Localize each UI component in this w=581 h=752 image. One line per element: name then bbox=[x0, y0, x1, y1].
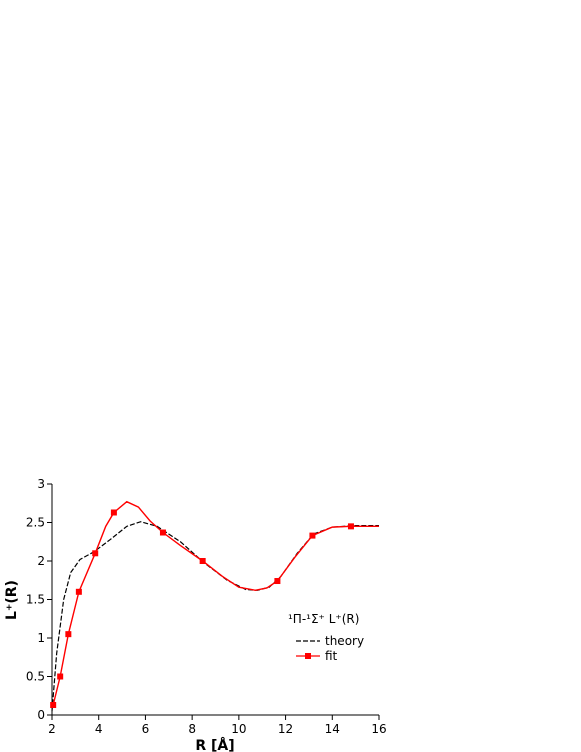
x-tick-label: 2 bbox=[48, 722, 56, 736]
y-tick-label: 0.5 bbox=[26, 670, 45, 684]
marker bbox=[110, 509, 117, 516]
marker bbox=[199, 558, 206, 564]
x-tick-label: 10 bbox=[231, 722, 246, 736]
x-tick-label: 6 bbox=[142, 722, 150, 736]
x-tick-label: 16 bbox=[371, 722, 386, 736]
y-tick-label: 3 bbox=[37, 477, 45, 491]
legend-label: theory bbox=[325, 634, 364, 648]
marker bbox=[274, 578, 281, 585]
x-tick-label: 8 bbox=[188, 722, 196, 736]
legend-label: fit bbox=[325, 649, 338, 663]
series-line bbox=[52, 500, 379, 706]
legend-marker bbox=[305, 653, 311, 659]
x-tick-label: 12 bbox=[278, 722, 293, 736]
marker bbox=[65, 631, 72, 638]
marker bbox=[309, 532, 316, 539]
marker bbox=[92, 550, 99, 557]
y-tick-label: 2.5 bbox=[26, 516, 45, 530]
x-axis-label: R [Å] bbox=[195, 737, 234, 752]
x-tick-label: 4 bbox=[95, 722, 103, 736]
marker bbox=[347, 523, 354, 530]
y-tick-label: 2 bbox=[37, 554, 45, 568]
y-tick-label: 0 bbox=[37, 708, 45, 722]
marker bbox=[159, 529, 166, 536]
legend-title: ¹Π-¹Σ⁺ L⁺(R) bbox=[288, 612, 359, 626]
marker bbox=[75, 588, 82, 595]
y-tick-label: 1 bbox=[37, 631, 45, 645]
x-tick-label: 14 bbox=[325, 722, 340, 736]
y-axis-label: L⁺(R) bbox=[4, 580, 20, 620]
marker bbox=[50, 701, 57, 708]
y-tick-label: 1.5 bbox=[26, 593, 45, 607]
marker bbox=[57, 673, 64, 680]
